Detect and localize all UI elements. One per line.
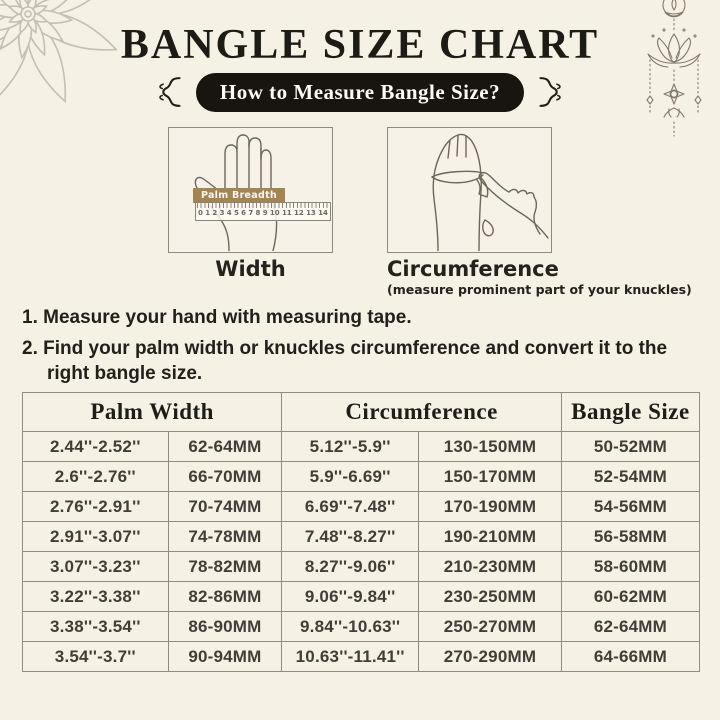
table-cell: 78-82MM <box>167 551 283 582</box>
table-cell: 5.12''-5.9'' <box>281 431 420 462</box>
circumference-illustration-box <box>387 127 552 253</box>
table-cell: 52-54MM <box>560 461 701 492</box>
ruler-number: 3 <box>219 209 225 217</box>
header-palm-width: Palm Width <box>21 392 283 432</box>
table-header-row: Palm Width Circumference Bangle Size <box>21 392 701 432</box>
table-cell: 90-94MM <box>167 641 283 672</box>
ruler-number: 0 <box>198 209 203 217</box>
table-cell: 2.44''-2.52'' <box>22 431 169 462</box>
table-cell: 64-66MM <box>560 641 701 672</box>
left-flourish-icon <box>159 77 181 107</box>
table-cell: 5.9''-6.69'' <box>281 461 420 492</box>
table-cell: 3.38''-3.54'' <box>22 611 169 642</box>
table-cell: 3.07''-3.23'' <box>22 551 169 582</box>
table-row: 2.6''-2.76'' 66-70MM 5.9''-6.69'' 150-170MM… <box>22 461 701 492</box>
ruler-number: 4 <box>226 209 232 217</box>
ruler-number: 8 <box>255 209 261 217</box>
table-cell: 62-64MM <box>560 611 701 642</box>
ruler-number: 1 <box>205 209 211 217</box>
table-cell: 230-250MM <box>418 581 562 612</box>
ruler-number: 2 <box>212 209 218 217</box>
table-cell: 74-78MM <box>167 521 283 552</box>
table-row: 3.07''-3.23'' 78-82MM 8.27''-9.06'' 210-230… <box>22 551 701 582</box>
ruler-number: 6 <box>241 209 246 217</box>
table-cell: 62-64MM <box>167 431 283 462</box>
table-row: 3.22''-3.38'' 82-86MM 9.06''-9.84'' 230-250… <box>22 581 701 612</box>
ruler-number: 5 <box>233 209 239 217</box>
palm-breadth-label: Palm Breadth <box>193 188 285 203</box>
bangle-size-table: Palm Width Circumference Bangle Size 2.4… <box>21 392 701 672</box>
ruler-numbers: 0 1 2 3 4 5 6 7 8 9 10 11 12 13 14 <box>196 208 330 218</box>
table-cell: 2.91''-3.07'' <box>22 521 169 552</box>
ruler-number: 12 <box>294 209 304 217</box>
ruler-number: 7 <box>248 209 254 217</box>
table-cell: 58-60MM <box>560 551 701 582</box>
table-cell: 54-56MM <box>560 491 701 522</box>
table-cell: 10.63''-11.41'' <box>281 641 420 672</box>
ruler-number: 9 <box>262 209 268 217</box>
table-cell: 86-90MM <box>167 611 283 642</box>
circumference-hands-icon <box>431 133 549 251</box>
table-row: 3.54''-3.7'' 90-94MM 10.63''-11.41'' 270-29… <box>22 641 701 672</box>
table-cell: 9.84''-10.63'' <box>281 611 420 642</box>
circumference-label: Circumference <box>387 257 559 281</box>
table-row: 2.76''-2.91'' 70-74MM 6.69''-7.48'' 170-190… <box>22 491 701 522</box>
instruction-step-2: 2. Find your palm width or knuckles circ… <box>22 338 668 384</box>
ruler-number: 13 <box>306 209 316 217</box>
table-row: 3.38''-3.54'' 86-90MM 9.84''-10.63'' 250-27… <box>22 611 701 642</box>
width-illustration-box: Palm Breadth 0 1 2 3 4 5 6 7 8 9 10 11 12 13 14 <box>168 127 333 253</box>
ruler-ticks <box>197 203 329 208</box>
table-row: 2.44''-2.52'' 62-64MM 5.12''-5.9'' 130-150M… <box>22 431 701 462</box>
table-cell: 50-52MM <box>560 431 701 462</box>
table-row: 2.91''-3.07'' 74-78MM 7.48''-8.27'' 190-210… <box>22 521 701 552</box>
right-flourish-icon <box>539 77 561 107</box>
subtitle-row: How to Measure Bangle Size? <box>0 72 720 112</box>
ruler: 0 1 2 3 4 5 6 7 8 9 10 11 12 13 14 <box>195 202 331 221</box>
table-cell: 9.06''-9.84'' <box>281 581 420 612</box>
table-cell: 190-210MM <box>418 521 562 552</box>
subtitle-pill: How to Measure Bangle Size? <box>195 72 525 112</box>
table-cell: 60-62MM <box>560 581 701 612</box>
ruler-number: 11 <box>281 209 292 217</box>
ruler-number: 10 <box>269 209 280 217</box>
table-cell: 70-74MM <box>167 491 283 522</box>
table-cell: 250-270MM <box>418 611 562 642</box>
table-cell: 2.76''-2.91'' <box>22 491 169 522</box>
table-cell: 130-150MM <box>418 431 562 462</box>
table-cell: 56-58MM <box>560 521 701 552</box>
table-cell: 150-170MM <box>418 461 562 492</box>
width-label-col: Width <box>168 257 333 297</box>
header-bangle-size: Bangle Size <box>560 392 701 432</box>
illustrations-row: Palm Breadth 0 1 2 3 4 5 6 7 8 9 10 11 12 13 14 <box>0 127 720 253</box>
table-cell: 3.54''-3.7'' <box>22 641 169 672</box>
table-cell: 270-290MM <box>418 641 562 672</box>
table-cell: 6.69''-7.48'' <box>281 491 420 522</box>
table-cell: 170-190MM <box>418 491 562 522</box>
table-cell: 2.6''-2.76'' <box>22 461 169 492</box>
table-cell: 8.27''-9.06'' <box>281 551 420 582</box>
table-cell: 66-70MM <box>167 461 283 492</box>
circumference-note: (measure prominent part of your knuckles… <box>387 282 692 297</box>
table-cell: 7.48''-8.27'' <box>281 521 420 552</box>
ruler-number: 14 <box>318 209 328 217</box>
width-label: Width <box>215 257 286 281</box>
illustration-labels: Width Circumference (measure prominent p… <box>0 257 720 297</box>
header-circumference: Circumference <box>281 392 562 432</box>
table-cell: 210-230MM <box>418 551 562 582</box>
table-cell: 3.22''-3.38'' <box>22 581 169 612</box>
instruction-step-1: 1. Measure your hand with measuring tape… <box>22 307 412 328</box>
circumference-label-col: Circumference (measure prominent part of… <box>387 257 692 297</box>
instructions-list: 1. Measure your hand with measuring tape… <box>22 306 706 393</box>
page-title: BANGLE SIZE CHART <box>120 22 600 68</box>
table-cell: 82-86MM <box>167 581 283 612</box>
